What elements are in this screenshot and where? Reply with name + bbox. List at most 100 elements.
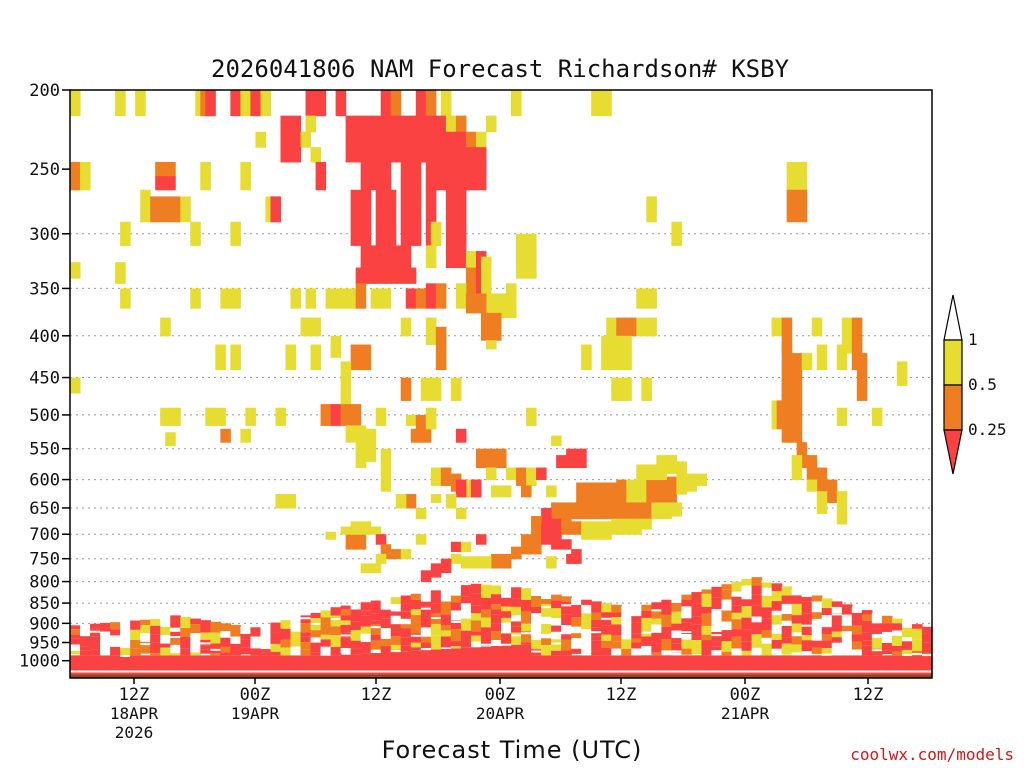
ri-cell-orange	[796, 189, 808, 223]
ri-cell-orange	[355, 283, 367, 309]
surface-streak	[841, 623, 853, 626]
ri-cell-red	[410, 189, 422, 246]
ri-cell-red	[280, 131, 292, 148]
ri-cell-orange	[551, 502, 562, 520]
surface-patch	[771, 610, 783, 616]
ri-cell-yellow	[896, 361, 908, 386]
ri-cell-orange	[405, 494, 417, 509]
surface-red-column	[470, 647, 482, 677]
surface-patch	[400, 637, 412, 646]
surface-patch	[140, 633, 151, 642]
surface-patch	[671, 652, 683, 656]
surface-red-column	[130, 655, 141, 677]
ri-cell-yellow	[80, 161, 91, 191]
ri-cell-yellow	[370, 288, 382, 309]
colorbar-red-triangle	[943, 429, 963, 475]
ri-cell-red	[415, 90, 427, 117]
ri-cell-yellow	[230, 288, 241, 309]
surface-patch	[430, 635, 442, 646]
surface-patch	[440, 588, 452, 602]
surface-patch	[561, 625, 572, 635]
ri-cell-orange	[586, 482, 597, 503]
surface-patch	[591, 636, 602, 641]
surface-streak	[761, 580, 773, 583]
ri-cell-yellow	[656, 455, 667, 481]
surface-patch	[220, 637, 231, 647]
surface-patch	[320, 646, 332, 656]
y-tick-label: 700	[29, 525, 60, 545]
ri-cell-red	[475, 161, 487, 191]
surface-patch	[340, 615, 352, 621]
ri-cell-yellow	[370, 526, 382, 535]
y-axis: 200 250 300 350 400 450 500 550 600 650 700 750 8008…	[19, 81, 70, 672]
surface-patch	[330, 635, 342, 648]
surface-patch	[490, 585, 502, 595]
ri-cell-yellow	[300, 317, 312, 337]
ri-cell-red	[345, 147, 357, 163]
surface-patch	[741, 585, 753, 600]
surface-red-column	[320, 655, 332, 677]
surface-patch	[681, 639, 693, 649]
surface-patch	[390, 636, 402, 645]
surface-red-column	[711, 655, 723, 677]
surface-patch	[130, 629, 141, 641]
surface-patch	[220, 623, 231, 632]
ri-cell-red	[425, 189, 437, 246]
ground-band	[70, 674, 932, 678]
surface-patch	[751, 634, 763, 643]
surface-patch	[420, 601, 432, 607]
ri-cell-yellow	[581, 521, 592, 540]
ri-cell-yellow	[485, 293, 497, 319]
ri-cell-yellow	[480, 256, 492, 299]
ri-cell-yellow	[806, 479, 818, 492]
ri-cell-orange	[490, 553, 502, 569]
ri-cell-yellow	[611, 335, 622, 371]
ri-cell-yellow	[370, 563, 382, 574]
surface-patch	[490, 641, 502, 647]
surface-patch	[741, 650, 753, 656]
surface-patch	[380, 598, 392, 610]
ri-cell-red	[290, 147, 302, 163]
surface-patch	[771, 615, 783, 625]
surface-patch	[741, 606, 753, 618]
ri-cell-orange	[455, 115, 467, 133]
surface-patch	[541, 648, 552, 656]
ri-cell-yellow	[420, 377, 432, 401]
surface-patch	[521, 599, 532, 612]
surface-red-column	[140, 655, 151, 677]
surface-patch	[741, 617, 753, 630]
surface-patch	[801, 592, 813, 598]
ri-cell-yellow	[485, 467, 497, 481]
surface-streak	[370, 626, 382, 629]
ri-cell-yellow	[495, 293, 507, 319]
y-tick-label: 650	[29, 499, 60, 519]
ri-cell-red	[556, 455, 567, 469]
surface-patch	[200, 620, 211, 633]
surface-patch	[480, 635, 492, 646]
ri-cell-red	[365, 147, 377, 163]
surface-patch	[891, 645, 903, 652]
surface-patch	[340, 620, 352, 626]
ri-cell-red	[370, 161, 382, 191]
surface-patch	[330, 647, 342, 656]
surface-patch	[440, 601, 452, 615]
surface-patch	[641, 617, 652, 628]
surface-patch	[871, 612, 883, 624]
surface-patch	[691, 624, 703, 637]
ri-cell-yellow	[440, 90, 452, 117]
colorbar: 1 0.5 0.25	[943, 294, 1007, 475]
ri-cell-yellow	[611, 377, 622, 401]
ri-cell-red	[445, 147, 457, 163]
surface-patch	[150, 653, 161, 656]
surface-patch	[811, 595, 823, 602]
surface-patch	[731, 619, 743, 630]
surface-patch	[821, 648, 833, 654]
ri-cell-orange	[791, 414, 803, 443]
ri-cell-yellow	[310, 344, 322, 371]
surface-patch	[80, 646, 91, 651]
ri-cell-red	[425, 161, 437, 191]
ri-cell-orange	[380, 544, 392, 560]
ri-cell-orange	[626, 317, 637, 337]
surface-patch	[511, 615, 522, 622]
surface-patch	[350, 648, 362, 655]
